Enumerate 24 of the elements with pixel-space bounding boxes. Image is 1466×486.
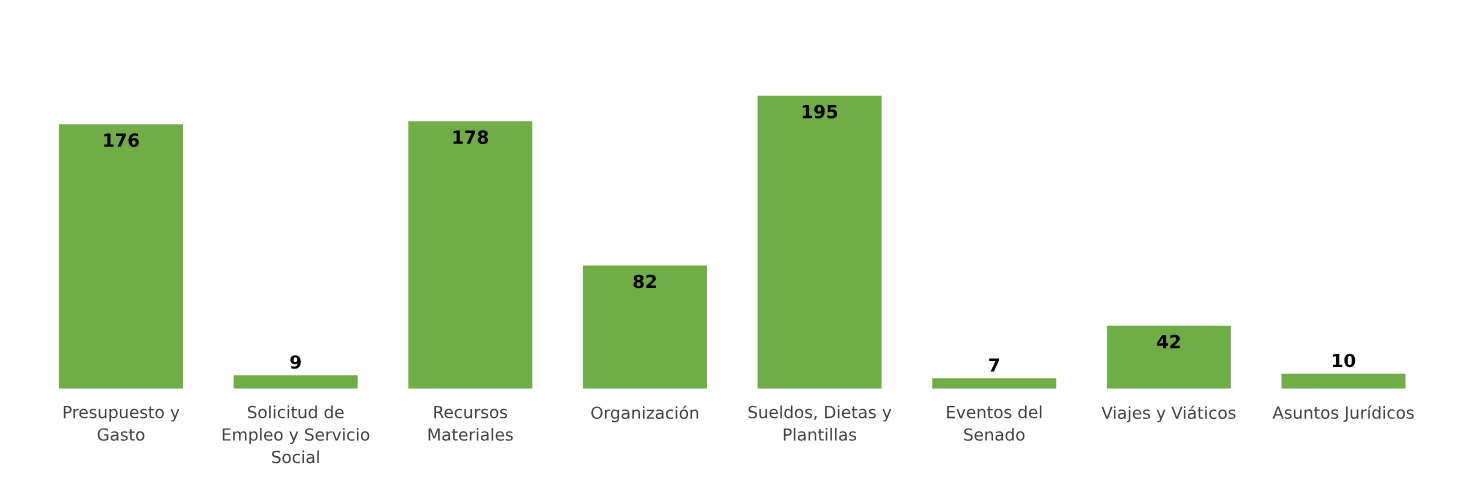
data-label: 10 <box>1332 353 1356 368</box>
data-label: 7 <box>989 358 1000 372</box>
bar <box>757 95 882 389</box>
bar <box>582 265 707 389</box>
bar <box>1281 373 1406 389</box>
bar <box>233 375 358 389</box>
x-tick-label: Organización <box>591 405 699 423</box>
data-label: 195 <box>802 104 838 119</box>
x-tick-label: Sueldos, Dietas y Plantillas <box>748 405 892 441</box>
data-label: 9 <box>290 355 301 369</box>
bar <box>932 378 1057 389</box>
data-label: 176 <box>104 133 139 147</box>
x-tick-label: Solicitud de Empleo y Servicio Social <box>222 405 370 464</box>
data-label: 42 <box>1157 334 1180 349</box>
data-label: 178 <box>453 130 489 144</box>
data-label: 82 <box>633 274 656 289</box>
x-tick-label: Eventos del Senado <box>947 405 1042 441</box>
x-tick-label: Recursos Materiales <box>428 405 513 441</box>
bar <box>59 124 184 389</box>
x-tick-label: Viajes y Viáticos <box>1101 405 1236 423</box>
bar <box>1106 325 1231 389</box>
x-tick-label: Presupuesto y Gasto <box>63 405 180 441</box>
x-tick-label: Asuntos Jurídicos <box>1272 405 1414 422</box>
bar <box>408 121 533 389</box>
